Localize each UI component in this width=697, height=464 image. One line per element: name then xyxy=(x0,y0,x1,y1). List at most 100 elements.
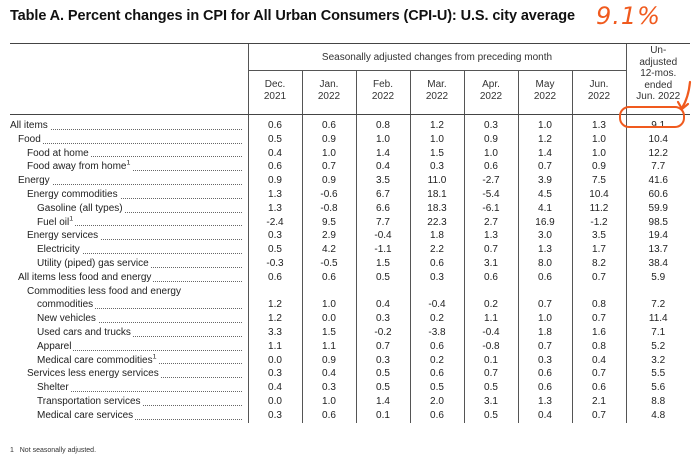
value-cell: 1.7 xyxy=(571,243,626,257)
value-cell: 1.0 xyxy=(301,146,356,161)
value-cell: 0.3 xyxy=(247,367,302,382)
column-header: Dec. 2021 xyxy=(247,70,302,111)
value-cell: 2.9 xyxy=(301,229,356,244)
value-cell: 3.1 xyxy=(463,256,518,271)
value-cell: 0.3 xyxy=(409,160,464,175)
value-cell: 4.8 xyxy=(625,408,690,423)
value-cell: 0.7 xyxy=(571,367,626,382)
column-month: Feb. xyxy=(372,79,393,90)
table-row: Food 0.5 0.9 1.0 1.0 0.9 1.2 1.0 10.4 xyxy=(10,132,690,147)
column-header: Jun. 2022 xyxy=(571,70,626,111)
value-cell: 0.2 xyxy=(409,353,464,368)
value-cell: 0.5 xyxy=(247,243,302,257)
value-cell: 1.0 xyxy=(301,298,356,313)
row-label-text: New vehicles xyxy=(37,313,96,325)
value-cell: 3.1 xyxy=(463,394,518,409)
row-label: Electricity xyxy=(10,243,248,257)
row-label: Energy services xyxy=(10,229,248,243)
value-cell: 0.7 xyxy=(517,339,572,354)
row-label: Transportation services xyxy=(10,395,248,409)
column-header: May 2022 xyxy=(517,70,572,111)
value-cell: 3.5 xyxy=(355,174,410,188)
footnote: 1 Not seasonally adjusted. xyxy=(10,447,96,454)
value-cell: 1.1 xyxy=(463,312,518,326)
table-row: Electricity 0.5 4.2 -1.1 2.2 0.7 1.3 1.7 13.7 xyxy=(10,243,690,257)
value-cell: 0.2 xyxy=(409,312,464,326)
row-label: Services less energy services xyxy=(10,367,248,381)
value-cell: 59.9 xyxy=(625,201,690,216)
value-cell: 0.9 xyxy=(301,353,356,368)
value-cell: 1.0 xyxy=(571,146,626,161)
column-year: 2022 xyxy=(533,91,557,102)
value-cell: 8.8 xyxy=(625,394,690,409)
value-cell: 0.6 xyxy=(409,408,464,423)
row-label-text: All items less food and energy xyxy=(18,271,152,283)
value-cell: 1.2 xyxy=(247,298,302,313)
column-year: 2022 xyxy=(479,91,503,102)
value-cell: 1.3 xyxy=(517,394,572,409)
row-label-text: Transportation services xyxy=(37,395,141,407)
cpi-table: Seasonally adjusted changes from precedi… xyxy=(10,43,690,423)
value-cell: 18.3 xyxy=(409,201,464,216)
footnote-marker: 1 xyxy=(10,447,14,454)
table-row: commodities 1.2 1.0 0.4 -0.4 0.2 0.7 0.8 7.2 xyxy=(10,298,690,313)
value-cell: 5.9 xyxy=(625,270,690,285)
row-label-text: commodities xyxy=(37,299,94,311)
table-row: Used cars and trucks 3.3 1.5 -0.2 -3.8 -0.4 1.… xyxy=(10,325,690,340)
value-cell: 12.2 xyxy=(625,146,690,161)
value-cell: 11.2 xyxy=(571,201,626,216)
row-label: All items xyxy=(10,119,248,133)
value-cell: 2.1 xyxy=(571,394,626,409)
value-cell: 0.7 xyxy=(517,298,572,313)
value-cell: 1.4 xyxy=(517,146,572,161)
value-cell: 1.5 xyxy=(301,325,356,340)
value-cell: 13.7 xyxy=(625,243,690,257)
value-cell: 1.1 xyxy=(301,339,356,354)
value-cell: 0.7 xyxy=(571,408,626,423)
row-label: Used cars and trucks xyxy=(10,326,248,340)
row-label: Medical care services xyxy=(10,409,248,423)
value-cell: 4.1 xyxy=(517,201,572,216)
value-cell: 0.3 xyxy=(355,312,410,326)
table-row: Utility (piped) gas service -0.3 -0.5 1.5 0.… xyxy=(10,256,690,271)
value-cell: 1.5 xyxy=(355,256,410,271)
table-row: All items less food and energy 0.6 0.6 0.5 0… xyxy=(10,270,690,285)
value-cell: 0.3 xyxy=(247,408,302,423)
value-cell: 0.3 xyxy=(463,119,518,133)
column-year: 2022 xyxy=(587,91,611,102)
value-cell: 0.3 xyxy=(517,353,572,368)
value-cell: 2.2 xyxy=(409,243,464,257)
row-label-text: All items xyxy=(10,120,48,131)
value-cell: 5.6 xyxy=(625,381,690,395)
value-cell: 8.2 xyxy=(571,256,626,271)
value-cell: 0.6 xyxy=(517,367,572,382)
value-cell: 1.0 xyxy=(571,132,626,147)
value-cell: 1.3 xyxy=(247,187,302,202)
row-label: New vehicles xyxy=(10,312,248,326)
value-cell: 0.4 xyxy=(571,353,626,368)
value-cell: 0.0 xyxy=(247,353,302,368)
stub-header xyxy=(10,43,248,111)
row-label: Medical care commodities1 xyxy=(10,354,248,368)
value-cell: 0.1 xyxy=(463,353,518,368)
table-row: Energy commodities 1.3 -0.6 6.7 18.1 -5.4 4.5 1… xyxy=(10,187,690,202)
column-year: 2022 xyxy=(425,91,449,102)
value-cell: 10.4 xyxy=(571,187,626,202)
footnote-ref: 1 xyxy=(126,160,131,168)
value-cell: 1.4 xyxy=(355,146,410,161)
value-cell: 0.5 xyxy=(463,381,518,395)
value-cell: -1.1 xyxy=(355,243,410,257)
value-cell: 1.0 xyxy=(301,394,356,409)
value-cell: 0.6 xyxy=(301,270,356,285)
row-label-text: Energy commodities xyxy=(27,188,118,200)
table-row: Commodities less food and energy xyxy=(10,284,690,299)
value-cell: 0.6 xyxy=(247,160,302,175)
column-header: Jan. 2022 xyxy=(301,70,356,111)
column-month: May xyxy=(535,79,555,90)
table-row: New vehicles 1.2 0.0 0.3 0.2 1.1 1.0 0.7 11.4 xyxy=(10,312,690,326)
value-cell: 1.2 xyxy=(247,312,302,326)
value-cell: 8.0 xyxy=(517,256,572,271)
value-cell: 0.5 xyxy=(355,381,410,395)
value-cell: 0.9 xyxy=(247,174,302,188)
unadjusted-header-line: adjusted xyxy=(639,56,678,68)
